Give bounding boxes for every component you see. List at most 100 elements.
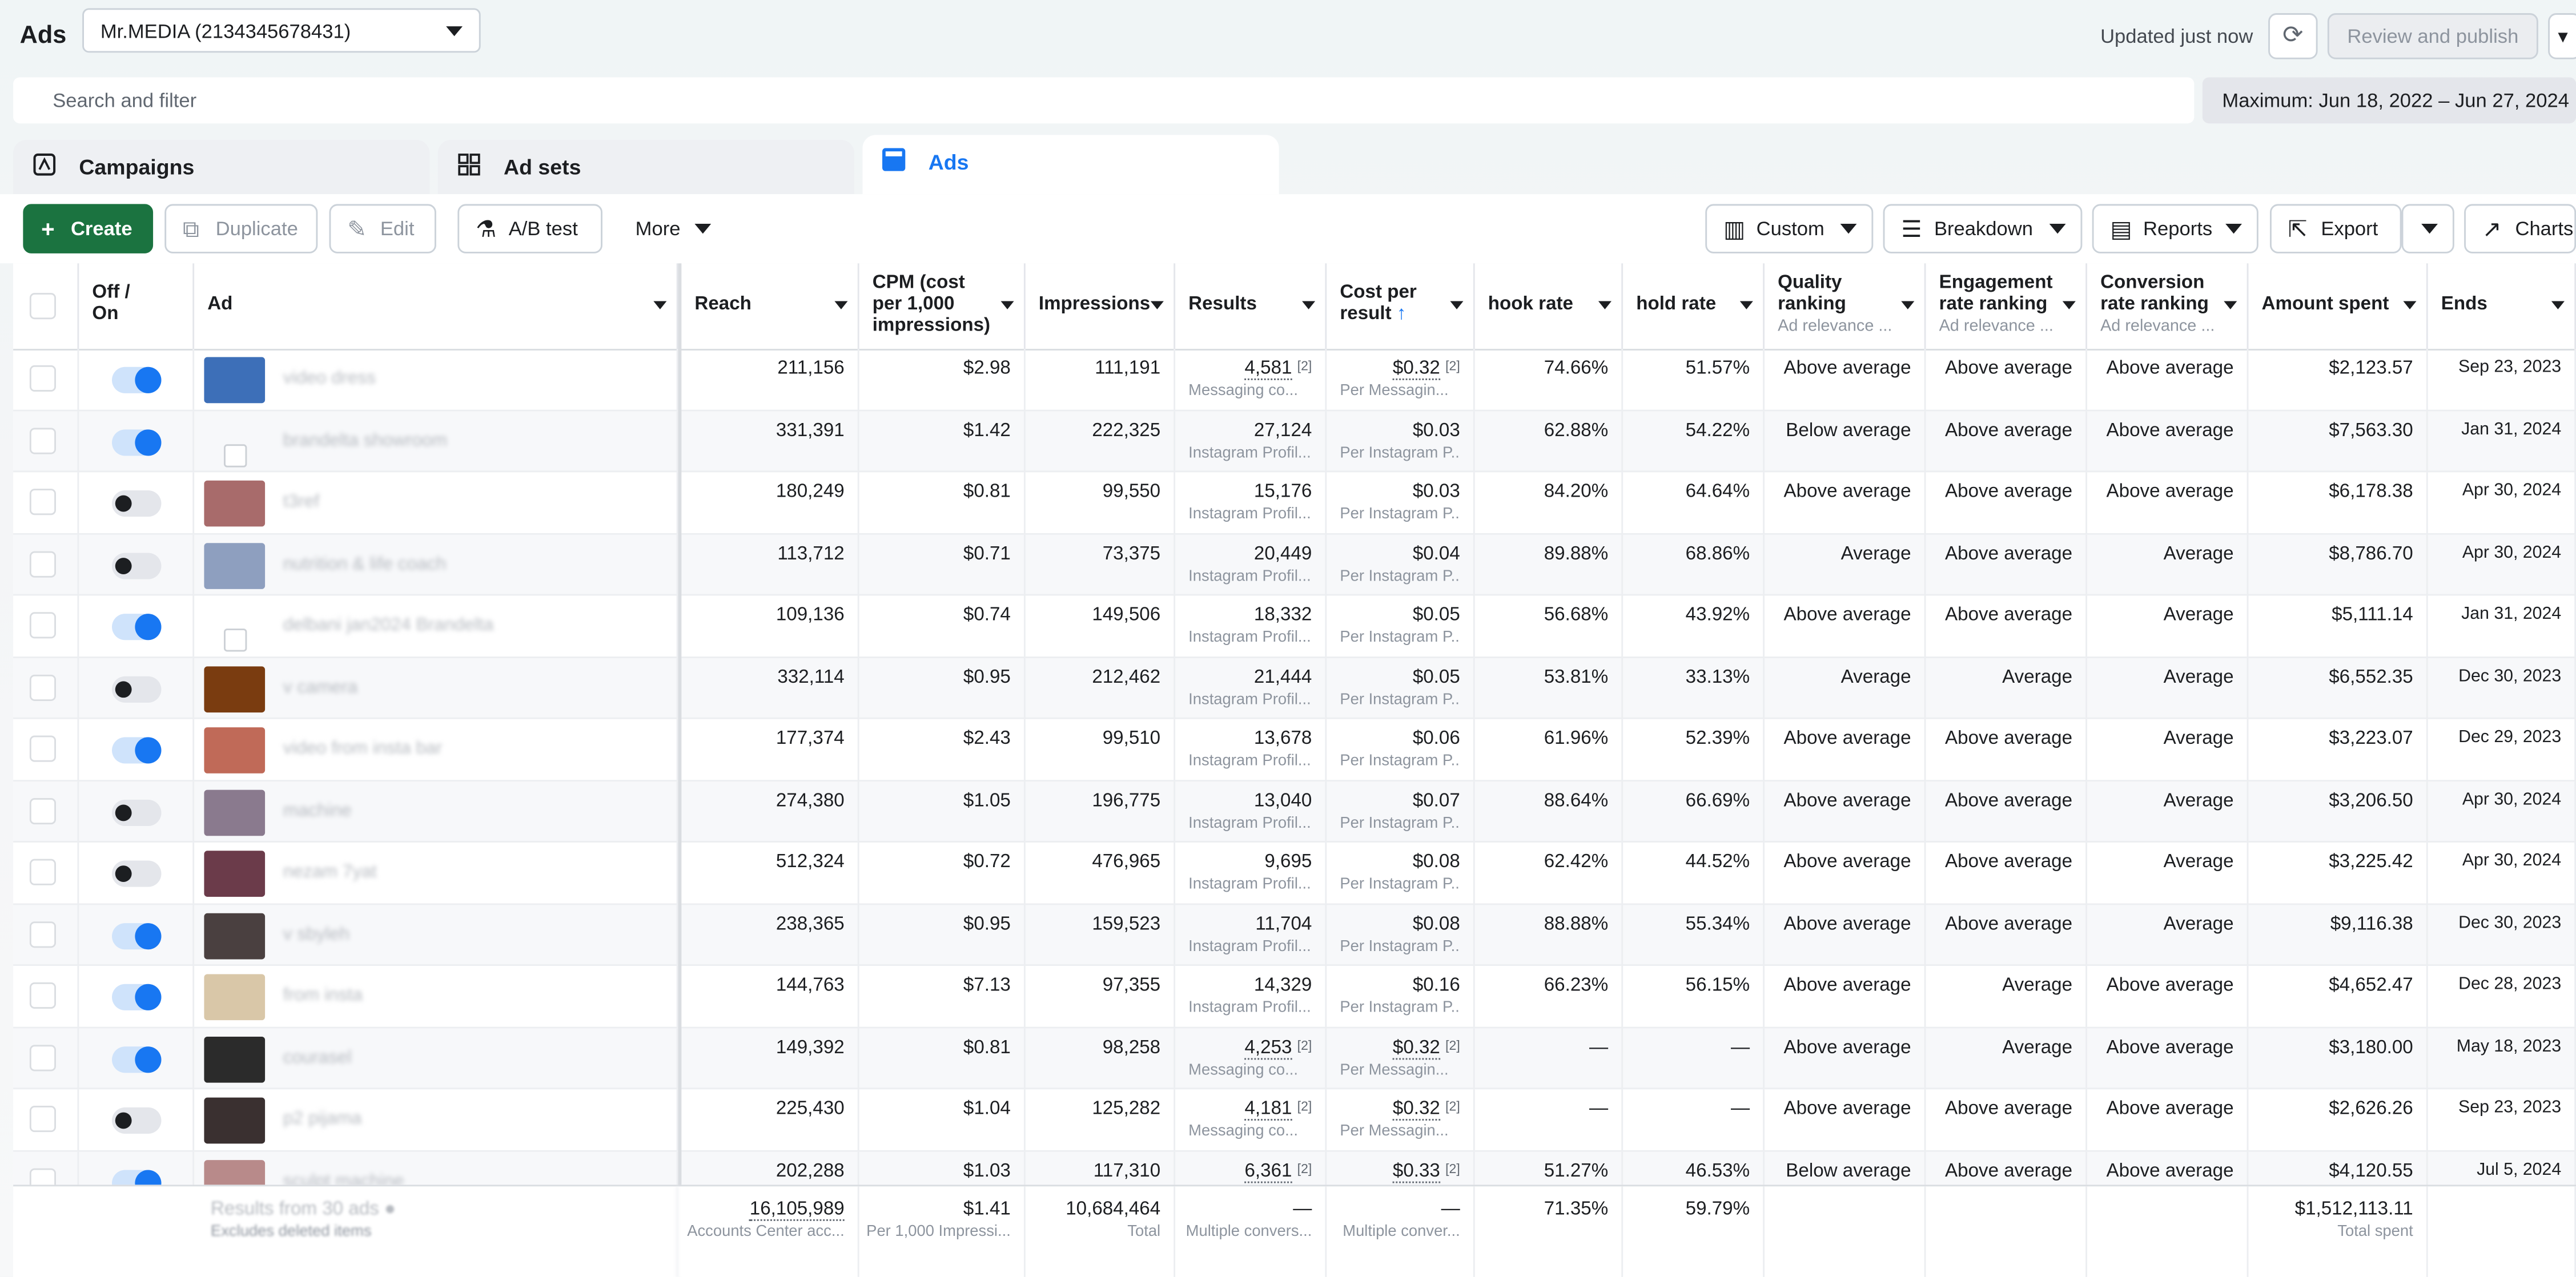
duplicate-button[interactable]: ⧉ Duplicate (164, 204, 318, 253)
table-row[interactable]: video dress 211,156 $2.98 111,191 4,581 [2] M… (13, 349, 2576, 411)
table-row[interactable]: video from insta bar 177,374 $2.43 99,510 13… (13, 719, 2576, 781)
ad-cell[interactable]: video from insta bar (194, 719, 678, 781)
review-publish-button[interactable]: Review and publish (2327, 13, 2538, 59)
ad-cell[interactable]: v camera (194, 657, 678, 719)
charts-button[interactable]: ↗ Charts (2464, 204, 2576, 253)
ad-name[interactable]: brandelta showroom (283, 430, 448, 450)
row-checkbox[interactable] (29, 920, 57, 947)
table-row[interactable]: v camera 332,114 $0.95 212,462 21,444 Instag… (13, 657, 2576, 719)
export-dropdown-button[interactable] (2401, 204, 2454, 253)
ad-cell[interactable]: from insta (194, 966, 678, 1028)
ad-name[interactable]: v camera (283, 677, 358, 697)
export-button[interactable]: ⇱ Export (2269, 204, 2402, 253)
ad-cell[interactable]: delbani jan2024 Brandelta (194, 595, 678, 658)
ad-cell[interactable]: p2 pijama (194, 1089, 678, 1151)
ad-name[interactable]: courasel (283, 1047, 352, 1067)
ad-name[interactable]: machine (283, 800, 352, 820)
ad-status-toggle[interactable] (112, 366, 162, 393)
ad-status-toggle[interactable] (112, 860, 162, 887)
header-results[interactable]: Results (1175, 263, 1327, 349)
conversion-ranking-cell: Average (2087, 842, 2249, 904)
ad-status-toggle[interactable] (112, 737, 162, 764)
select-all-checkbox[interactable] (29, 293, 57, 320)
reports-button[interactable]: ▤ Reports (2092, 204, 2258, 253)
header-ad[interactable]: Ad (194, 263, 678, 349)
row-checkbox[interactable] (29, 982, 57, 1009)
more-button[interactable]: More (636, 204, 712, 253)
ad-cell[interactable]: v sbyleh (194, 904, 678, 966)
header-hold-rate[interactable]: hold rate (1623, 263, 1765, 349)
ad-name[interactable]: nezam 7yat (283, 862, 377, 883)
ad-cell[interactable]: t3ref (194, 472, 678, 534)
ad-name[interactable]: from insta (283, 985, 363, 1006)
table-row[interactable]: nezam 7yat 512,324 $0.72 476,965 9,695 Insta… (13, 842, 2576, 904)
ad-status-toggle[interactable] (112, 614, 162, 640)
ad-name[interactable]: nutrition & life coach (283, 553, 447, 574)
ad-cell[interactable]: nezam 7yat (194, 842, 678, 904)
table-row[interactable]: machine 274,380 $1.05 196,775 13,040 Instagr… (13, 780, 2576, 843)
ad-status-toggle[interactable] (112, 799, 162, 825)
header-conversion-ranking[interactable]: Conversion rate ranking Ad relevance ... (2087, 263, 2249, 349)
ab-test-button[interactable]: ⚗ A/B test (457, 204, 602, 253)
ad-status-toggle[interactable] (112, 490, 162, 517)
table-row[interactable]: from insta 144,763 $7.13 97,355 14,329 Insta… (13, 966, 2576, 1028)
refresh-button[interactable]: ⟳ (2268, 13, 2318, 59)
row-checkbox[interactable] (29, 1106, 57, 1133)
row-checkbox[interactable] (29, 550, 57, 577)
row-checkbox[interactable] (29, 797, 57, 824)
ad-status-toggle[interactable] (112, 428, 162, 456)
ad-status-toggle[interactable] (112, 1107, 162, 1134)
row-checkbox[interactable] (29, 859, 57, 885)
create-button[interactable]: + Create (23, 204, 154, 253)
ad-cell[interactable]: brandelta showroom (194, 410, 678, 473)
header-cost-per-result[interactable]: Cost per result ↑ (1327, 263, 1475, 349)
ad-name[interactable]: p2 pijama (283, 1109, 362, 1129)
custom-columns-button[interactable]: ▥ Custom (1705, 204, 1874, 253)
publish-more-button[interactable]: ▾ (2548, 13, 2576, 59)
breakdown-button[interactable]: ☰ Breakdown (1883, 204, 2083, 253)
row-checkbox[interactable] (29, 735, 57, 762)
table-row[interactable]: p2 pijama 225,430 $1.04 125,282 4,181 [2] Mes… (13, 1089, 2576, 1151)
ad-name[interactable]: delbani jan2024 Brandelta (283, 615, 494, 635)
row-checkbox[interactable] (29, 427, 57, 454)
tab-campaigns[interactable]: Campaigns (13, 140, 430, 195)
ad-name[interactable]: video dress (283, 368, 376, 389)
edit-button[interactable]: ✎ Edit (329, 204, 436, 253)
ad-status-toggle[interactable] (112, 1045, 162, 1072)
table-row[interactable]: v sbyleh 238,365 $0.95 159,523 11,704 Instag… (13, 904, 2576, 966)
header-ends[interactable]: Ends (2428, 263, 2576, 349)
search-input[interactable]: Search and filter (13, 77, 2195, 124)
row-checkbox[interactable] (29, 674, 57, 700)
header-cpm[interactable]: CPM (cost per 1,000 impressions) (859, 263, 1026, 349)
ad-cell[interactable]: video dress (194, 349, 678, 411)
row-checkbox[interactable] (29, 612, 57, 639)
header-engagement-ranking[interactable]: Engagement rate ranking Ad relevance ... (1926, 263, 2088, 349)
header-amount-spent[interactable]: Amount spent (2248, 263, 2428, 349)
ad-cell[interactable]: courasel (194, 1028, 678, 1090)
tab-ad-sets[interactable]: Ad sets (437, 140, 855, 195)
ad-status-toggle[interactable] (112, 922, 162, 949)
header-reach[interactable]: Reach (681, 263, 859, 349)
ad-name[interactable]: video from insta bar (283, 739, 443, 759)
ad-cell[interactable]: nutrition & life coach (194, 534, 678, 596)
ad-status-toggle[interactable] (112, 675, 162, 702)
tab-ads[interactable]: Ads (862, 135, 1279, 195)
table-row[interactable]: courasel 149,392 $0.81 98,258 4,253 [2] Messa… (13, 1028, 2576, 1090)
ad-status-toggle[interactable] (112, 552, 162, 579)
table-row[interactable]: delbani jan2024 Brandelta 109,136 $0.74 149… (13, 595, 2576, 658)
row-checkbox[interactable] (29, 365, 57, 392)
row-checkbox[interactable] (29, 489, 57, 515)
ad-name[interactable]: v sbyleh (283, 924, 350, 944)
header-impressions[interactable]: Impressions (1026, 263, 1176, 349)
table-row[interactable]: nutrition & life coach 113,712 $0.71 73,375… (13, 534, 2576, 596)
table-row[interactable]: brandelta showroom 331,391 $1.42 222,325 27,… (13, 410, 2576, 473)
header-quality-ranking[interactable]: Quality ranking Ad relevance ... (1765, 263, 1926, 349)
table-row[interactable]: t3ref 180,249 $0.81 99,550 15,176 Instagram … (13, 472, 2576, 534)
ad-cell[interactable]: machine (194, 780, 678, 843)
header-hook-rate[interactable]: hook rate (1475, 263, 1623, 349)
date-range-picker[interactable]: Maximum: Jun 18, 2022 – Jun 27, 2024 (2202, 77, 2576, 124)
ad-name[interactable]: t3ref (283, 492, 320, 512)
ad-status-toggle[interactable] (112, 984, 162, 1010)
account-select[interactable]: Mr.MEDIA (2134345678431) (82, 8, 481, 53)
row-checkbox[interactable] (29, 1044, 57, 1071)
